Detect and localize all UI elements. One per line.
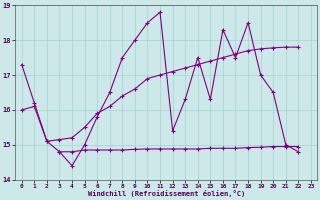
X-axis label: Windchill (Refroidissement éolien,°C): Windchill (Refroidissement éolien,°C) [88,190,245,197]
